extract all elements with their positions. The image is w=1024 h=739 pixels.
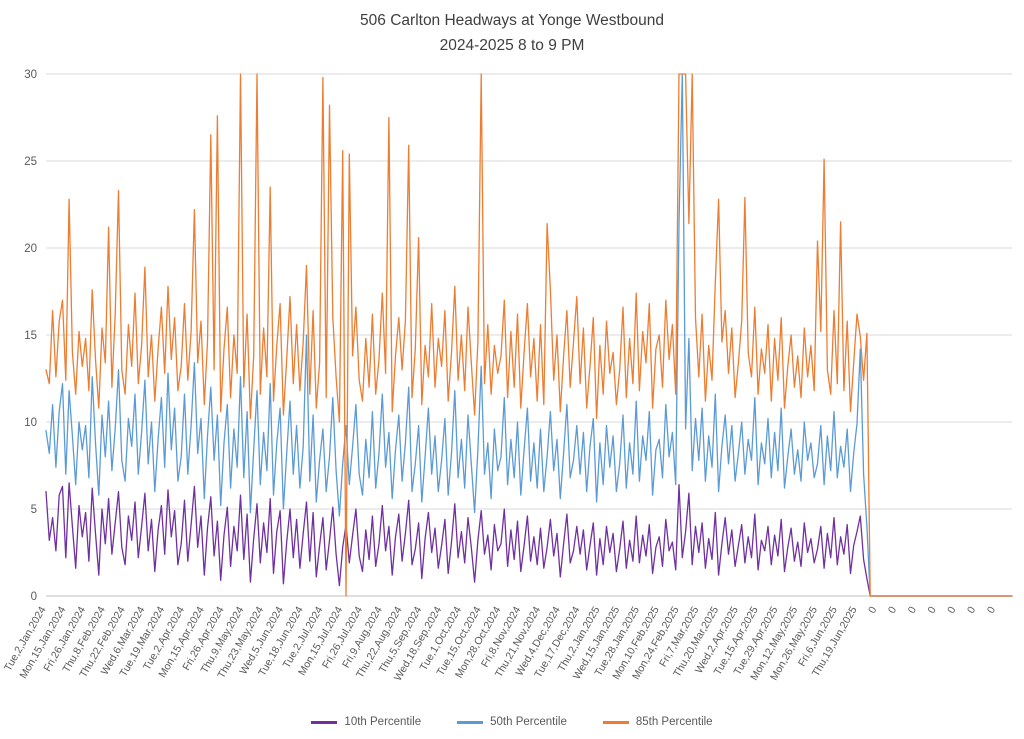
legend-line-swatch-10th [311,720,338,724]
chart-title-line2: 2024-2025 8 to 9 PM [439,37,585,54]
y-axis-tick-label: 30 [24,69,37,81]
series-line-50th-percentile [45,73,1013,597]
x-axis-tick-label: 0 [945,604,958,615]
legend-label-50th: 50th Percentile [490,716,567,728]
y-axis-tick-label: 0 [31,591,37,603]
legend-item-10th-percentile: 10th Percentile [311,716,421,728]
x-axis-tick-label: 0 [925,604,938,615]
legend-label-85th: 85th Percentile [635,716,713,728]
x-axis-tick-label: 0 [985,604,998,615]
legend-item-85th-percentile: 85th Percentile [602,716,713,728]
chart-title: 506 Carlton Headways at Yonge Westbound … [0,8,1024,58]
legend-item-50th-percentile: 50th Percentile [457,716,567,728]
y-axis-tick-label: 15 [24,330,37,342]
y-axis-tick-label: 10 [24,417,37,429]
chart-legend: 10th Percentile 50th Percentile 85th Per… [0,716,1024,728]
chart-title-line1: 506 Carlton Headways at Yonge Westbound [360,12,664,29]
x-axis-tick-label: 0 [886,604,899,615]
legend-label-10th: 10th Percentile [344,716,422,728]
legend-line-swatch-85th [602,720,629,724]
y-axis-tick-label: 25 [24,156,37,168]
x-axis-tick-label: 0 [965,604,978,615]
series-line-85th-percentile [45,73,1013,597]
legend-line-swatch-50th [457,720,484,724]
x-axis-tick-label: 0 [906,604,919,615]
y-axis-tick-label: 5 [31,504,37,516]
y-axis-tick-label: 20 [24,243,37,255]
x-axis-tick-label: 0 [866,604,879,615]
series-line-10th-percentile [45,482,1013,597]
